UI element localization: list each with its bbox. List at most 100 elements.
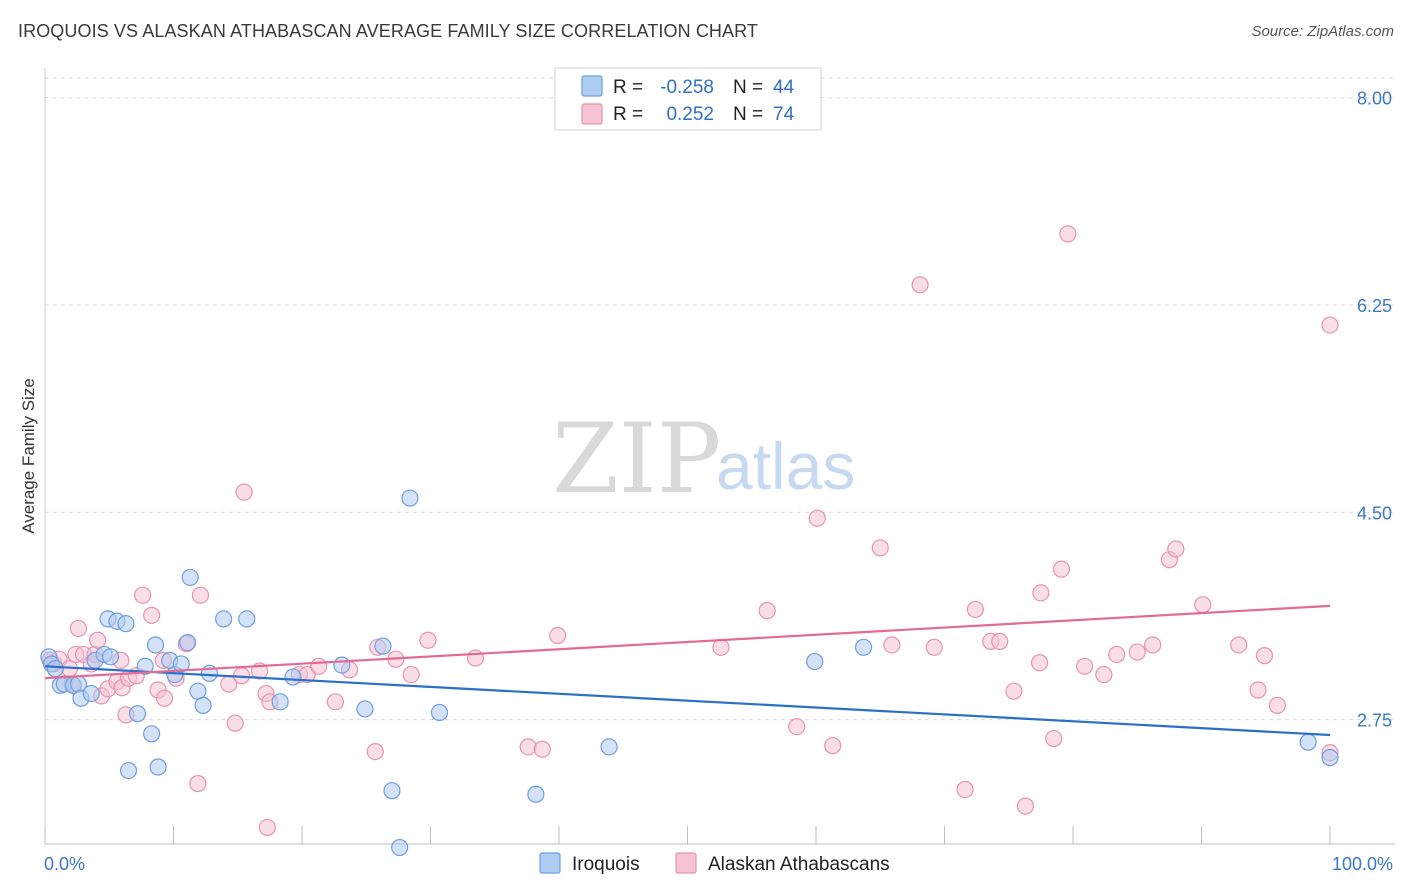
trend-lines [44,604,1331,737]
alaskan-point [788,718,806,736]
iroquois-point [284,668,302,686]
alaskan-point [911,276,929,294]
iroquois-series [40,489,1339,857]
alaskan-point [1016,797,1035,815]
alaskan-point [226,714,244,732]
legend: R = -0.258 N = 44 R = 0.252 N = 74 [554,67,822,131]
alaskan-point [310,657,328,675]
legend-swatch-iroquois [581,75,603,97]
alaskan-point [258,818,276,837]
alaskan-point [326,693,345,711]
alaskan-point [235,483,253,501]
iroquois-point [119,761,138,780]
bottom-legend-swatch-alaskan [675,852,697,874]
chart-title: IROQUOIS VS ALASKAN ATHABASCAN AVERAGE F… [18,21,758,41]
iroquois-point [391,838,409,857]
tick-labels: 2.75 4.50 6.25 8.00 0.0% 100.0% [44,89,1393,874]
iroquois-point [1321,748,1339,767]
alaskan-point [1052,560,1071,578]
legend-n-value-2: 74 [773,104,795,125]
alaskan-point [1059,225,1077,243]
iroquois-point [179,633,197,652]
alaskan-point [758,602,776,620]
alaskan-point [1268,696,1286,714]
alaskan-point [808,509,826,527]
alaskan-point [883,636,901,654]
alaskan-point [871,539,889,557]
iroquois-point [181,568,199,587]
alaskan-point [1095,665,1113,684]
iroquois-point [215,610,233,628]
alaskan-point [1075,657,1094,675]
iroquois-point [374,637,392,655]
alaskan-point [466,649,485,667]
alaskan-point [1194,596,1212,614]
bottom-legend-swatch-iroquois [539,852,561,874]
iroquois-point [238,610,256,628]
bottom-legend: Iroquois Alaskan Athabascans [539,852,890,875]
alaskan-point [1032,584,1050,602]
alaskan-point [1249,681,1267,699]
iroquois-point [143,725,161,743]
x-tick-label-min: 0.0% [44,854,85,874]
alaskan-point [1128,643,1146,661]
iroquois-point [527,785,545,803]
alaskan-point [1108,645,1126,664]
legend-swatch-alaskan [581,103,603,125]
watermark-atlas: atlas [716,429,855,503]
alaskan-point [191,586,210,604]
alaskan-point [134,586,152,604]
iroquois-point [333,656,351,674]
y-tick-label: 2.75 [1357,711,1392,731]
iroquois-point [430,703,449,722]
alaskan-point [1045,729,1063,748]
legend-r-value-1: -0.258 [660,77,714,98]
iroquois-point [149,758,167,776]
legend-n-value-1: 44 [773,77,795,98]
legend-r-label-2: R = [613,104,643,125]
alaskan-point [549,626,567,645]
alaskan-point [1167,540,1185,558]
iroquois-point [1299,733,1317,751]
y-axis-label: Average Family Size [19,378,38,534]
iroquois-point [356,700,374,718]
alaskan-point [991,632,1009,651]
alaskan-point [824,737,842,755]
alaskan-point [519,738,537,756]
alaskan-point [1230,636,1248,654]
alaskan-point [143,606,161,624]
iroquois-point [401,489,419,507]
alaskan-point [712,638,730,656]
alaskan-point [155,689,174,707]
alaskan-point [419,631,437,649]
alaskan-point [1005,682,1023,700]
alaskan-point [966,600,984,619]
iroquois-point [189,682,207,700]
legend-r-label-1: R = [613,77,643,98]
alaskan-point [366,742,384,761]
iroquois-point [146,636,165,654]
legend-n-label-2: N = [733,104,763,125]
alaskan-point [1030,654,1049,672]
legend-n-label-1: N = [733,77,763,98]
alaskan-series [41,225,1339,837]
iroquois-point [136,657,154,675]
alaskan-point [89,631,107,649]
iroquois-point [194,696,212,714]
alaskan-point [1255,647,1274,665]
y-tick-label: 8.00 [1357,89,1392,109]
alaskan-trend-line [44,604,1331,680]
legend-r-value-2: 0.252 [666,104,714,125]
bottom-legend-alaskan: Alaskan Athabascans [708,854,890,875]
alaskan-point [402,665,420,684]
iroquois-point [46,660,64,678]
iroquois-point [82,684,100,703]
iroquois-point [172,655,190,673]
source-label: Source: ZipAtlas.com [1251,23,1394,40]
alaskan-point [925,638,943,656]
alaskan-point [1321,316,1339,334]
bottom-legend-iroquois: Iroquois [572,854,640,875]
watermark: ZIP atlas [552,403,855,515]
alaskan-point [956,780,974,799]
